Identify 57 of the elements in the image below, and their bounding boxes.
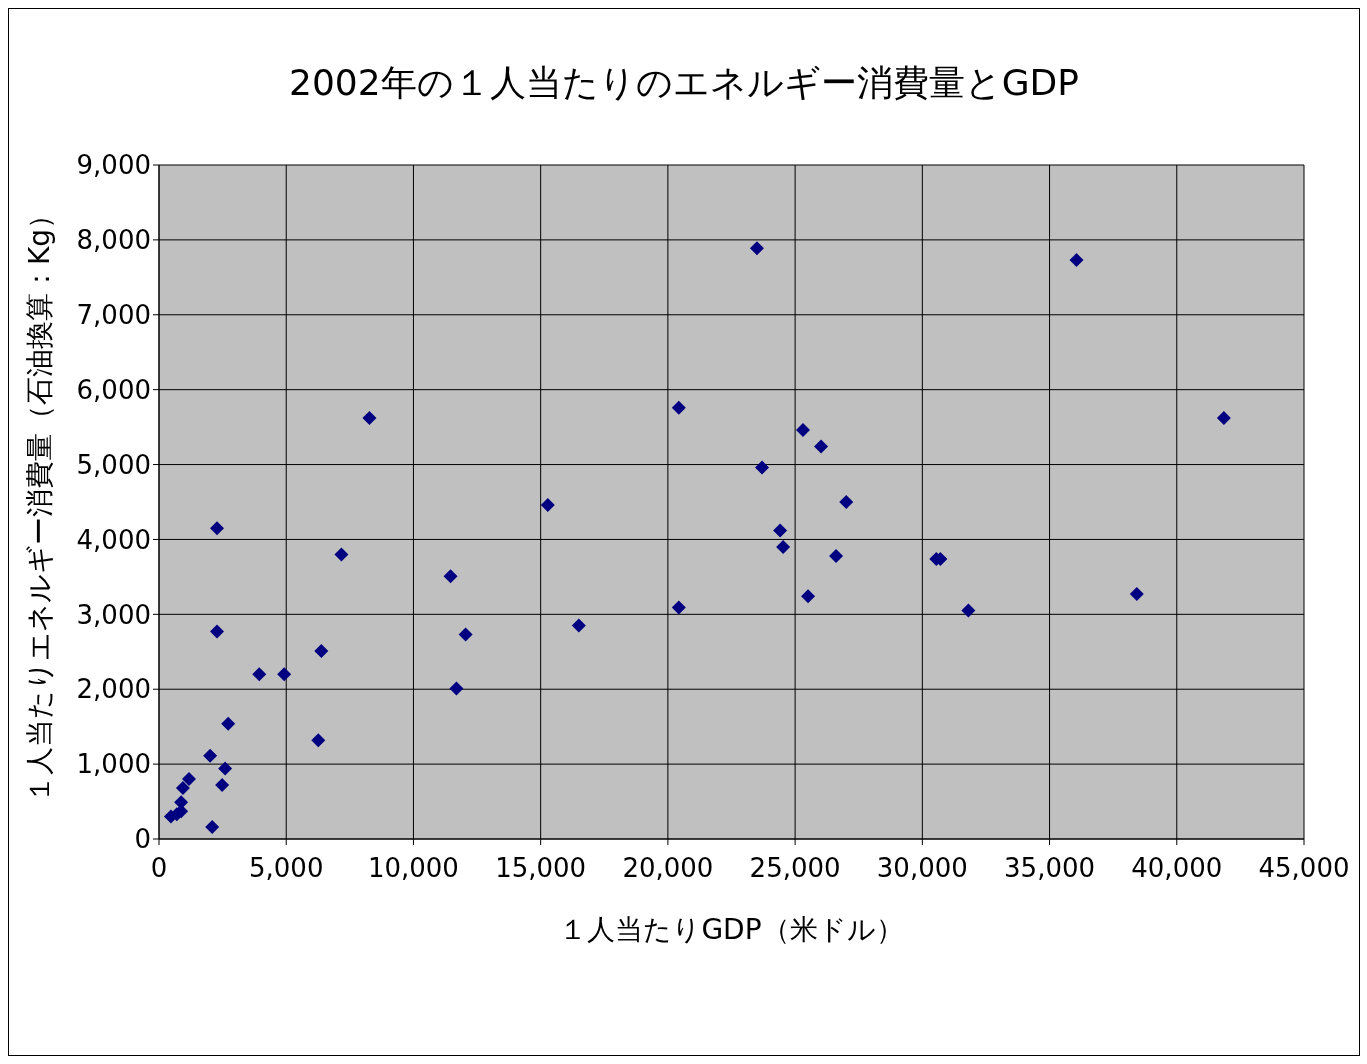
point [776,539,791,554]
y-tick-label: 6,000 [76,374,151,405]
point [221,716,236,731]
y-tick-label: 5,000 [76,449,151,480]
point [277,667,292,682]
point [334,547,349,562]
point [210,624,225,639]
point [218,761,233,776]
point [571,618,586,633]
x-tick-label: 40,000 [1131,853,1223,884]
y-tick-label: 7,000 [76,300,151,331]
point [1216,411,1231,426]
point [458,627,473,642]
point [839,495,854,509]
point [215,778,230,793]
x-tick-label: 5,000 [249,853,324,884]
y-tick-label: 9,000 [76,150,151,181]
point [801,589,816,604]
y-axis-title: １人当たりエネルギー消費量（石油換算：Kg） [22,200,56,804]
y-tick-label: 3,000 [76,599,151,630]
point [362,411,377,426]
point [749,241,764,256]
x-tick-label: 45,000 [1258,853,1350,884]
point [182,772,197,787]
point [311,733,326,748]
point [443,569,458,584]
x-tick-label: 30,000 [876,853,968,884]
y-tick-label: 8,000 [76,225,151,256]
chart-title: 2002年の１人当たりのエネルギー消費量とGDP [288,61,1080,105]
point [755,460,770,475]
x-tick-label: 25,000 [749,853,841,884]
y-tick-label: 1,000 [76,749,151,780]
x-tick-label: 10,000 [367,853,459,884]
point [814,439,829,454]
point [210,521,225,536]
point [961,603,976,618]
point [773,523,788,538]
point [671,600,686,615]
x-tick-label: 35,000 [1004,853,1096,884]
y-tick-label: 0 [134,824,151,855]
point [540,498,555,512]
x-axis-title: １人当たりGDP（米ドル） [559,913,904,946]
x-tick-label: 15,000 [495,853,587,884]
y-tick-label: 4,000 [76,524,151,555]
x-tick-label: 20,000 [622,853,714,884]
point [1069,253,1084,268]
point [449,681,464,696]
point [252,667,267,682]
y-tick-label: 2,000 [76,674,151,705]
point [671,400,686,415]
point [203,748,218,763]
point [829,548,844,563]
point [796,423,810,438]
point [205,820,220,835]
point [314,644,329,659]
point [175,781,190,796]
point [1129,587,1144,602]
